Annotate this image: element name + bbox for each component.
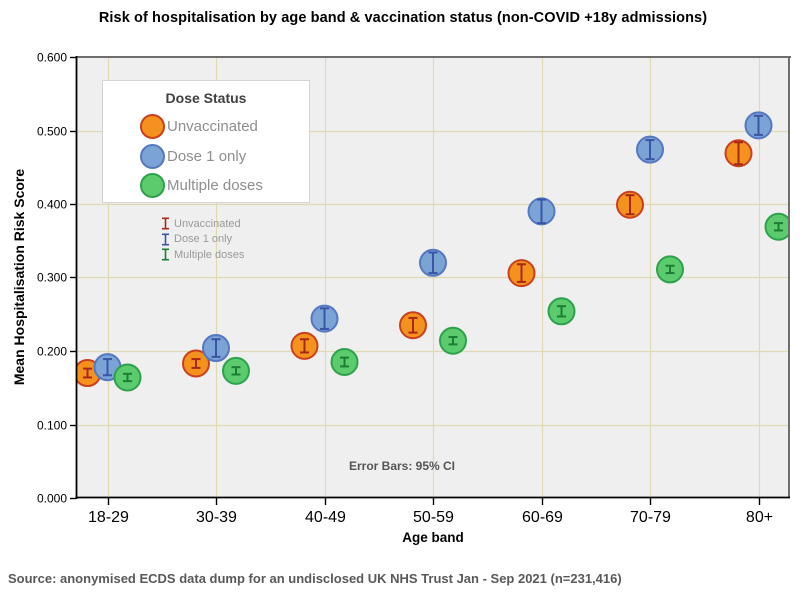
data-point-group (182, 349, 210, 378)
legend-title: Dose Status (165, 90, 247, 106)
data-point (764, 212, 789, 241)
error-bar-legend: Unvaccinated Dose 1 only Multiple doses (161, 216, 244, 263)
legend-circle-marker-icon (140, 143, 165, 169)
x-tick-label: 30-39 (196, 509, 237, 526)
error-bar-glyph-icon (162, 248, 169, 261)
legend-item: Dose 1 only (140, 142, 263, 172)
error-bar-legend-label: Multiple doses (174, 248, 245, 261)
error-bar-legend-item: Unvaccinated (161, 216, 244, 232)
data-point-group (656, 255, 684, 284)
legend-item-label: Dose 1 only (167, 147, 247, 165)
data-point-group (310, 304, 339, 333)
data-points-layer (77, 111, 789, 392)
error-bar-legend-item: Dose 1 only (161, 232, 244, 248)
error-bar-legend-label: Unvaccinated (174, 217, 241, 230)
data-point-group (290, 331, 319, 360)
x-tick-label: 50-59 (413, 509, 454, 526)
x-tick-label: 18-29 (88, 509, 129, 526)
x-tick-label: 40-49 (305, 509, 346, 526)
chart-title: Risk of hospitalisation by age band & va… (98, 10, 708, 26)
legend-item-label: Unvaccinated (167, 118, 258, 136)
x-axis-title: Age band (402, 530, 464, 545)
source-footnote: Source: anonymised ECDS data dump for an… (8, 571, 622, 586)
legend-item: Multiple doses (140, 171, 263, 201)
error-bar-glyph-icon (162, 233, 169, 246)
y-tick-label: 0.000 (37, 492, 67, 506)
x-tick-label: 70-79 (630, 509, 671, 526)
data-point-group (439, 326, 467, 355)
data-point-group (419, 248, 447, 277)
legend-circle-marker-icon (140, 114, 165, 140)
data-point-group (330, 348, 359, 377)
data-point-group (744, 111, 773, 140)
legend-items: Unvaccinated Dose 1 only Multiple doses (140, 112, 263, 201)
y-tick-label: 0.400 (37, 198, 67, 212)
data-point-group (527, 197, 556, 226)
data-point-group (399, 311, 427, 340)
y-tick-label: 0.200 (37, 345, 67, 359)
y-tick-label: 0.600 (37, 51, 67, 65)
error-bar-legend-item: Multiple doses (161, 247, 244, 263)
y-axis-title: Mean Hospitalisation Risk Score (11, 169, 27, 385)
data-point-group (636, 135, 664, 164)
y-tick-label: 0.100 (37, 419, 67, 433)
data-point-group (222, 356, 250, 385)
error-bar-note: Error Bars: 95% CI (348, 459, 456, 473)
data-point-group (113, 363, 142, 392)
error-bar-glyph-icon (162, 217, 169, 230)
y-tick-label: 0.500 (37, 125, 67, 139)
error-bar-legend-label: Dose 1 only (174, 233, 233, 246)
data-point-group (616, 190, 644, 219)
x-tick-label: 60-69 (522, 509, 563, 526)
legend-circle-marker-icon (140, 173, 165, 199)
x-tick-label: 80+ (746, 509, 773, 526)
legend-item-label: Multiple doses (167, 177, 263, 195)
data-point-group (507, 259, 536, 288)
data-point-group (764, 212, 789, 241)
data-point-group (202, 334, 230, 363)
data-point-group (547, 297, 576, 326)
data-point-group (724, 139, 753, 168)
y-tick-label: 0.300 (37, 271, 67, 285)
legend-item: Unvaccinated (140, 112, 263, 142)
dose-status-legend: Dose Status Unvaccinated Dose 1 only Multi… (102, 80, 310, 203)
